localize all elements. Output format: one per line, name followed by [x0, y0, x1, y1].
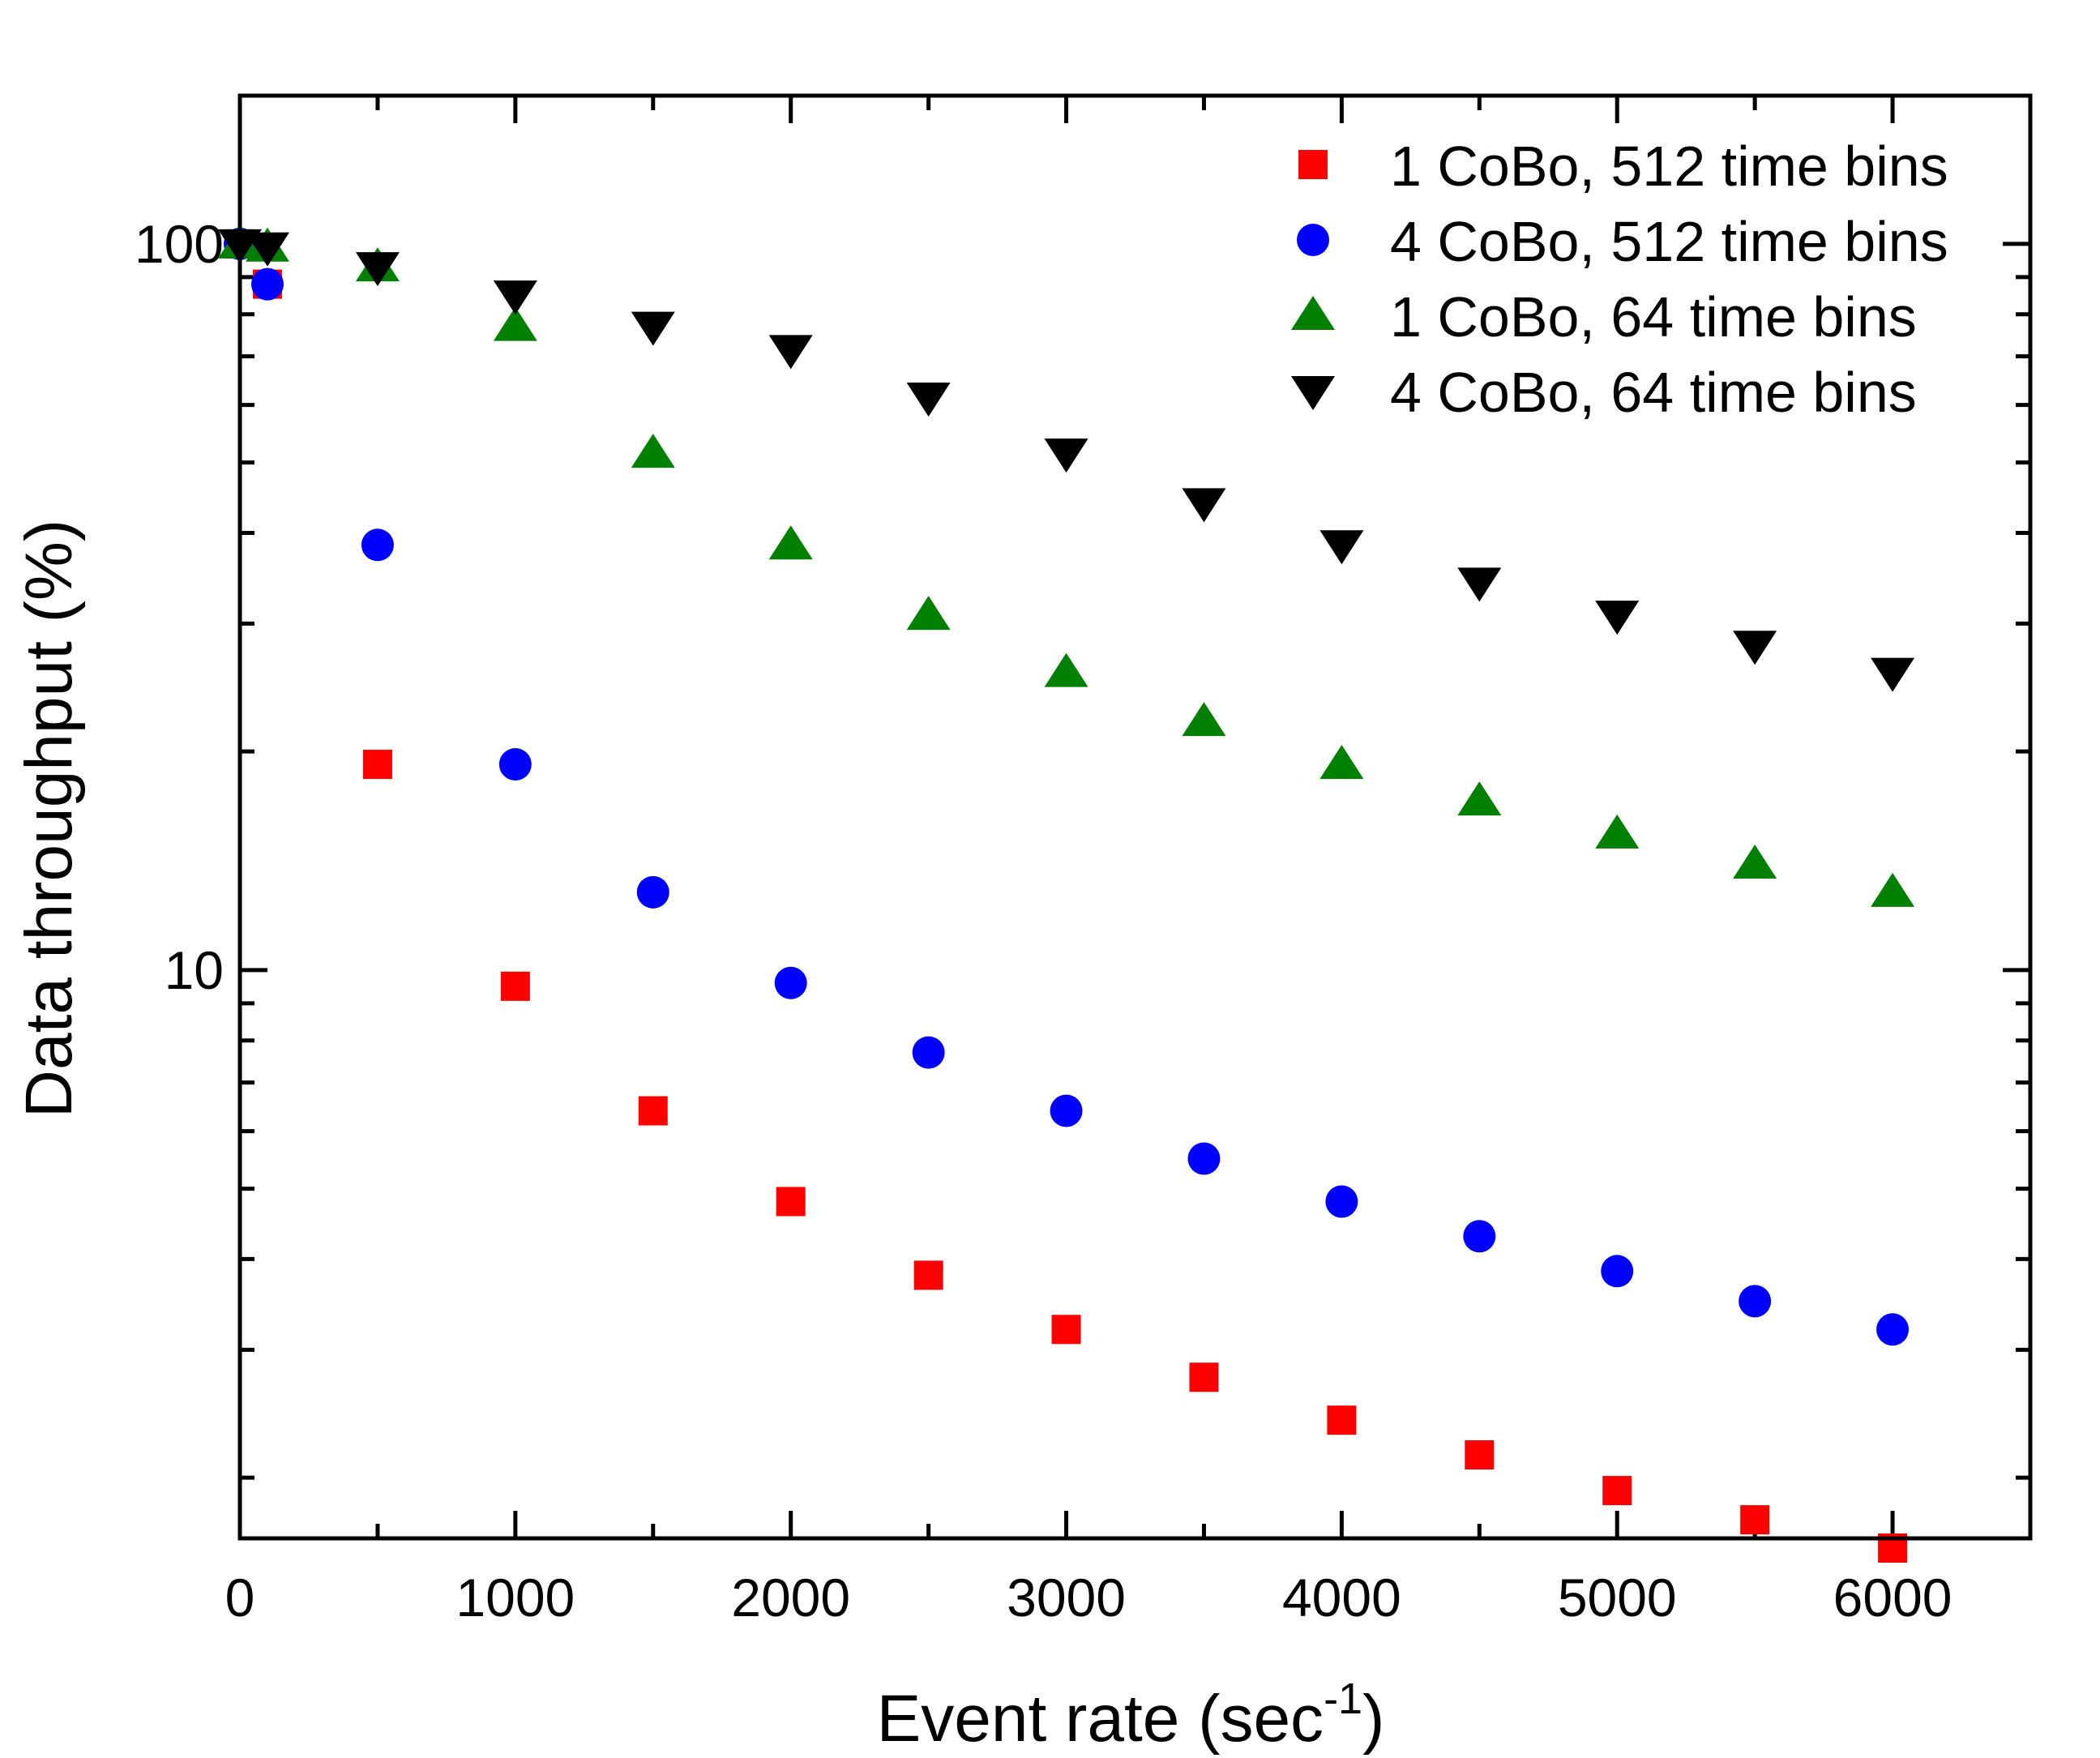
data-point: [1051, 1315, 1081, 1345]
data-point: [906, 383, 951, 417]
plot-frame: [237, 93, 2033, 1541]
series-1: [225, 229, 1908, 1563]
axis-ticks: [237, 96, 2030, 1538]
data-point: [361, 528, 394, 562]
data-point: [1463, 1220, 1496, 1253]
data-point: [1319, 745, 1364, 780]
y-tick-label: 10: [165, 940, 224, 1000]
x-tick-label: 0: [225, 1568, 255, 1628]
data-point: [1595, 814, 1640, 849]
x-axis-title: Event rate (sec-1): [877, 1675, 1385, 1756]
data-point: [1319, 530, 1364, 565]
data-point: [1044, 652, 1088, 687]
data-point: [774, 966, 807, 999]
y-tick-label: 100: [135, 214, 224, 274]
data-points: [218, 224, 1915, 1563]
legend-label: 4 CoBo, 64 time bins: [1390, 361, 1917, 424]
data-point: [768, 335, 813, 370]
data-point: [1595, 601, 1640, 635]
data-point: [493, 280, 537, 315]
x-tick-label: 5000: [1558, 1568, 1677, 1628]
data-point: [631, 434, 675, 468]
data-point: [250, 267, 284, 301]
data-point: [1050, 1094, 1083, 1127]
data-point: [1602, 1476, 1632, 1506]
data-point: [1465, 1440, 1495, 1470]
x-axis-title-main: Event rate (sec: [877, 1682, 1324, 1756]
data-point: [1457, 781, 1502, 816]
data-point: [913, 1260, 943, 1290]
data-point: [636, 875, 669, 909]
data-point: [1187, 1142, 1221, 1175]
data-point: [1044, 438, 1088, 473]
legend-label: 1 CoBo, 512 time bins: [1390, 135, 1948, 198]
data-point: [498, 748, 532, 781]
data-point: [768, 525, 813, 560]
data-point: [1871, 872, 1915, 907]
data-point: [1871, 657, 1915, 692]
x-axis-title-suffix: ): [1362, 1682, 1384, 1756]
legend-label: 1 CoBo, 64 time bins: [1390, 285, 1917, 349]
data-point: [776, 1187, 806, 1217]
data-point: [1457, 567, 1502, 602]
data-point: [631, 311, 675, 346]
data-point: [500, 971, 530, 1001]
data-point: [362, 750, 392, 780]
data-point: [638, 1096, 668, 1126]
legend: 1 CoBo, 512 time bins 4 CoBo, 512 time bi…: [1291, 135, 1948, 424]
data-point: [1733, 844, 1777, 879]
data-point: [1182, 488, 1226, 523]
data-point: [355, 252, 400, 287]
data-point: [1601, 1255, 1634, 1288]
x-tick-label: 3000: [1007, 1568, 1126, 1628]
x-tick-label: 4000: [1282, 1568, 1401, 1628]
legend-label: 4 CoBo, 512 time bins: [1390, 210, 1948, 273]
x-tick-label: 6000: [1833, 1568, 1952, 1628]
legend-marker: [1298, 150, 1328, 179]
data-point: [1189, 1362, 1219, 1392]
data-point: [493, 306, 537, 341]
data-point: [1182, 702, 1226, 737]
data-point: [912, 1036, 945, 1069]
data-point: [1325, 1185, 1358, 1218]
x-tick-label: 1000: [455, 1568, 575, 1628]
data-point: [245, 232, 289, 267]
y-axis-title: Data throughput (%): [12, 520, 86, 1118]
legend-marker: [1297, 224, 1329, 256]
legend-marker: [1291, 296, 1335, 330]
data-point: [1733, 631, 1777, 665]
x-axis-title-superscript: -1: [1324, 1675, 1362, 1723]
x-tick-label: 2000: [731, 1568, 850, 1628]
data-point: [1327, 1405, 1357, 1435]
data-point: [1876, 1313, 1910, 1346]
legend-marker: [1291, 376, 1335, 410]
data-point: [1739, 1285, 1772, 1318]
axis-tick-labels: 0 1000 2000 3000 4000 5000 6000 10 100: [135, 214, 1952, 1628]
data-point: [1740, 1505, 1770, 1535]
data-point: [906, 596, 951, 631]
